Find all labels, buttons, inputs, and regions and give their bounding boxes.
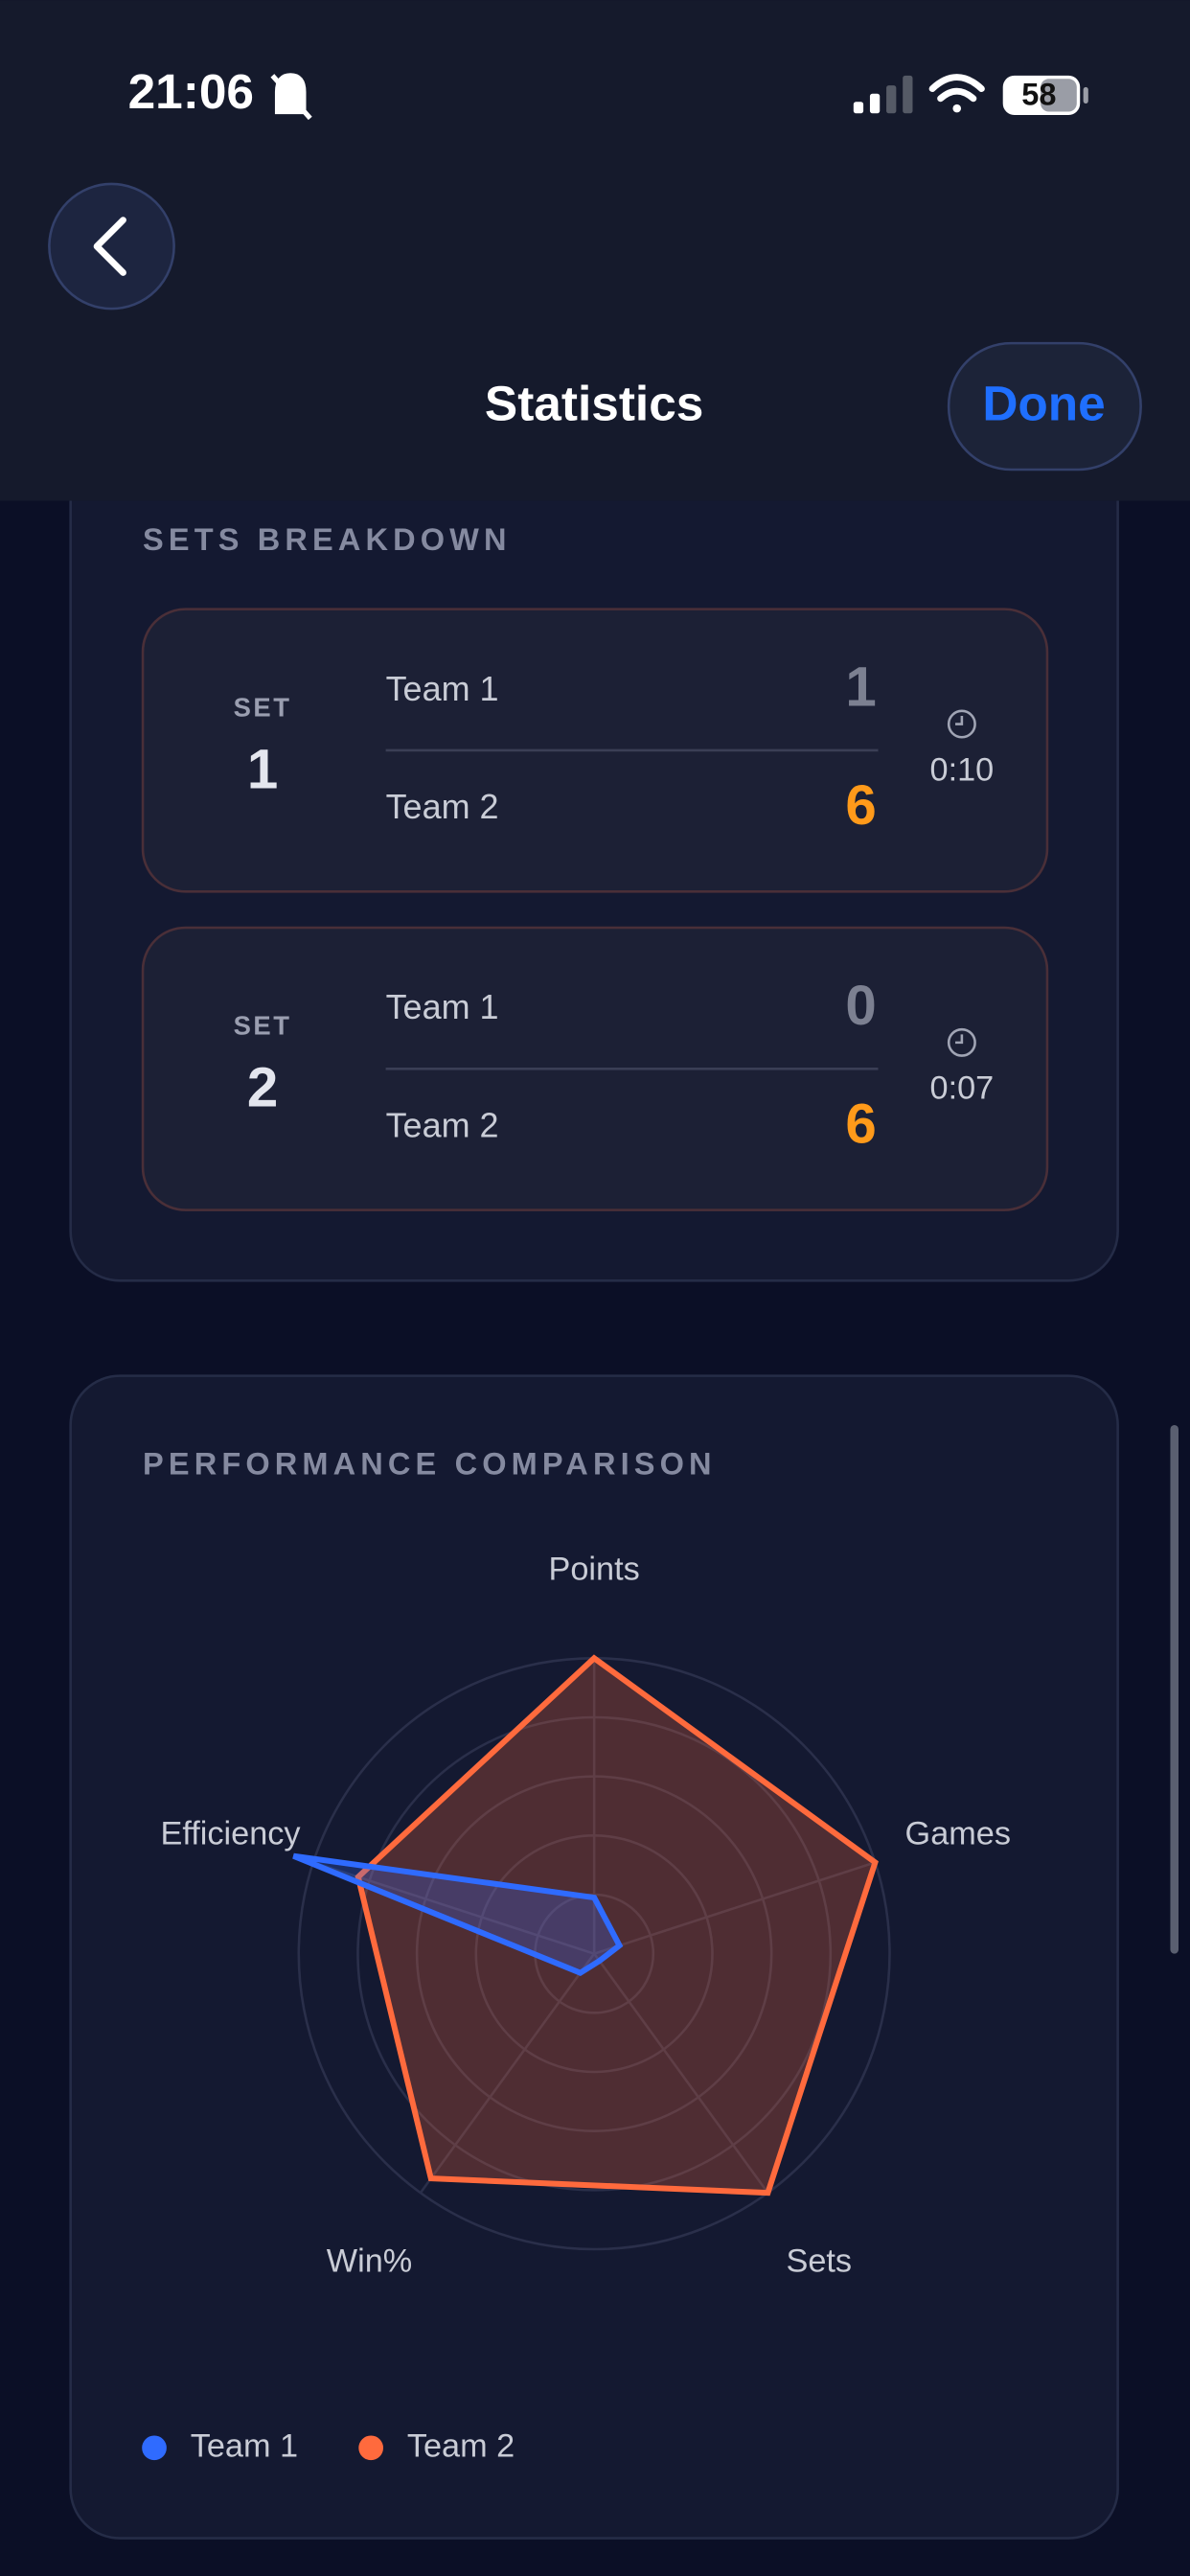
team-name: Team 1 xyxy=(386,669,499,708)
signal-icon xyxy=(853,75,913,114)
clock-icon xyxy=(947,1027,976,1057)
scrollbar xyxy=(1170,1425,1179,1954)
back-button[interactable] xyxy=(48,182,175,310)
set-number: 1 xyxy=(247,738,278,800)
team-score: 6 xyxy=(845,774,876,837)
clock-hands xyxy=(955,715,964,725)
set-card: SET 1 Team 1 1 Team 2 6 0:10 xyxy=(141,608,1049,893)
clock-icon xyxy=(947,709,976,739)
spoke xyxy=(419,1952,596,2194)
axis-label: Points xyxy=(549,1552,640,1588)
legend-swatch xyxy=(358,2435,384,2461)
battery-icon: 58 xyxy=(1002,75,1088,115)
chart-card xyxy=(69,1374,1119,2540)
axis-label: Games xyxy=(905,1815,1011,1852)
team-name: Team 2 xyxy=(386,787,499,826)
legend-label: Team 1 xyxy=(191,2427,298,2464)
radar-area xyxy=(355,1654,879,2196)
done-button[interactable]: Done xyxy=(947,341,1142,472)
axis-label: Efficiency xyxy=(161,1815,302,1852)
radar-area xyxy=(292,1852,624,1976)
set-duration: 0:10 xyxy=(930,751,995,788)
battery-level: 58 xyxy=(1021,78,1056,112)
sets-list: SET 1 Team 1 1 Team 2 6 0:10 SET 2 Team 1 0 Team 2 6… xyxy=(141,608,1049,1211)
axis-label: Win% xyxy=(327,2243,412,2280)
chart-title: PERFORMANCE COMPARISON xyxy=(143,1446,717,1481)
team-score: 6 xyxy=(845,1092,876,1155)
team-name: Team 2 xyxy=(386,1105,499,1144)
wifi-icon xyxy=(928,74,985,113)
set-duration: 0:07 xyxy=(930,1070,995,1107)
section-title: SETS BREAKDOWN xyxy=(143,522,512,557)
set-label: SET xyxy=(234,1011,292,1041)
status-time: 21:06 xyxy=(128,63,254,119)
set-label: SET xyxy=(234,692,292,722)
team-score: 0 xyxy=(845,975,876,1037)
spoke xyxy=(593,1861,876,1955)
spoke xyxy=(593,1952,769,2194)
clock-hands xyxy=(955,1034,964,1045)
set-card: SET 2 Team 1 0 Team 2 6 0:07 xyxy=(141,926,1049,1211)
team-score: 1 xyxy=(845,656,876,719)
done-label[interactable]: Done xyxy=(982,375,1105,430)
legend-swatch xyxy=(142,2435,167,2461)
page-title: Statistics xyxy=(485,375,703,430)
top-bar: 21:06 58 Statistics Done xyxy=(0,0,1190,501)
radar-chart: Points Games Sets Win% Efficiency Team 1 Team … xyxy=(142,1552,1011,2464)
team-name: Team 1 xyxy=(386,987,499,1026)
set-number: 2 xyxy=(247,1057,278,1119)
mute-icon xyxy=(270,73,312,121)
legend-label: Team 2 xyxy=(407,2427,515,2464)
axis-label: Sets xyxy=(786,2243,852,2280)
